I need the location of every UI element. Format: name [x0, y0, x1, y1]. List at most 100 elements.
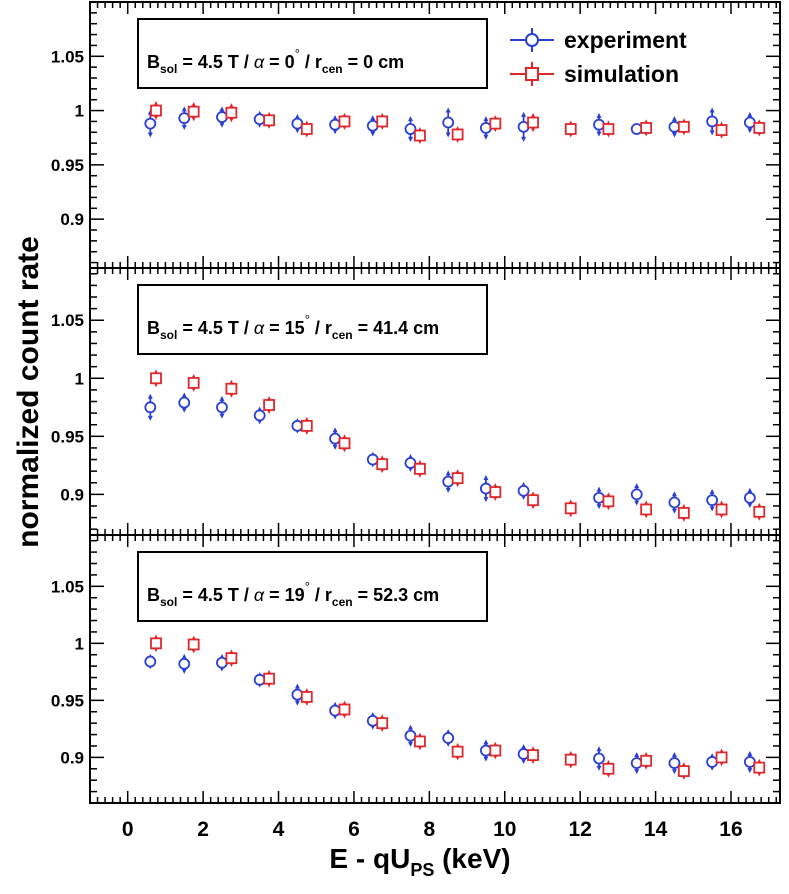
error-cap-bottom	[747, 502, 753, 508]
data-point-simulation	[300, 688, 313, 706]
error-cap-top	[596, 746, 602, 752]
data-point-simulation	[602, 759, 615, 778]
data-point-simulation	[414, 459, 426, 478]
data-point-simulation	[338, 434, 351, 453]
marker-square	[527, 749, 539, 762]
data-point-simulation	[338, 700, 351, 719]
series-simulation	[150, 100, 766, 145]
x-ticks	[96, 2, 777, 268]
y-tick-label: 1.05	[51, 311, 84, 330]
label-part: = 4.5 T /	[177, 318, 254, 338]
series-experiment	[144, 653, 756, 775]
error-cap-bottom	[483, 756, 489, 762]
marker-circle	[517, 120, 530, 133]
data-point-experiment	[630, 751, 643, 775]
label-part: = 4.5 T /	[177, 52, 254, 72]
data-point-experiment	[743, 750, 756, 774]
marker-circle	[442, 475, 455, 488]
error-cap-bottom	[483, 497, 489, 503]
marker-square	[225, 382, 238, 395]
marker-circle	[178, 396, 191, 409]
error-cap-top	[709, 107, 715, 113]
data-point-experiment	[366, 451, 379, 468]
label-part: B	[147, 52, 160, 72]
marker-circle	[178, 112, 191, 125]
marker-circle	[366, 453, 379, 466]
marker-square	[753, 761, 766, 774]
marker-square	[527, 116, 539, 129]
marker-circle	[216, 401, 228, 414]
panel-label: Bsol = 4.5 T / α = 15° / rcen = 41.4 cm	[147, 312, 439, 342]
marker-square	[263, 672, 275, 685]
error-cap-top	[483, 474, 489, 480]
data-point-simulation	[225, 649, 238, 668]
marker-circle	[329, 118, 341, 131]
marker-square	[564, 123, 577, 135]
error-cap-bottom	[671, 132, 677, 138]
y-tick-label: 1	[75, 634, 84, 653]
panel-label: Bsol = 4.5 T / α = 19° / rcen = 52.3 cm	[147, 579, 439, 609]
label-part: = 15	[264, 318, 305, 338]
panel-1: 0.9 0.95 1 1.05 Bsol = 4.5 T / α = 0° / rcen…	[51, 1, 781, 269]
error-cap-bottom	[671, 769, 677, 775]
error-cap-top	[445, 107, 451, 113]
panel-frame	[89, 534, 781, 804]
series-simulation	[150, 369, 766, 522]
marker-circle	[517, 748, 530, 760]
error-cap-bottom	[181, 124, 187, 130]
marker-square	[414, 462, 426, 475]
data-point-experiment	[404, 454, 417, 472]
legend-item-simulation	[510, 62, 554, 86]
error-cap-top	[521, 111, 527, 117]
data-point-experiment	[144, 393, 157, 421]
series-experiment	[144, 106, 756, 142]
data-point-experiment	[593, 112, 605, 137]
data-point-experiment	[178, 392, 191, 413]
marker-circle	[253, 113, 266, 126]
legend-label: experiment	[564, 27, 687, 53]
marker-circle	[630, 757, 643, 769]
error-cap-bottom	[483, 134, 489, 140]
error-cap-bottom	[370, 131, 376, 137]
data-point-simulation	[451, 742, 464, 761]
error-cap-top	[370, 115, 376, 121]
marker-circle	[668, 120, 681, 133]
marker-circle	[144, 117, 157, 130]
data-point-simulation	[263, 111, 275, 129]
data-point-simulation	[338, 112, 351, 130]
error-cap-bottom	[332, 129, 338, 135]
data-point-simulation	[753, 119, 766, 137]
data-point-experiment	[253, 406, 266, 425]
marker-square	[753, 122, 766, 134]
error-cap-bottom	[219, 413, 225, 419]
data-point-simulation	[225, 379, 238, 398]
marker-circle	[442, 732, 455, 744]
error-cap-bottom	[521, 758, 527, 764]
y-tick-label: 0.95	[51, 691, 84, 710]
legend-marker-square	[525, 67, 539, 81]
data-point-simulation	[640, 119, 653, 137]
x-tick-labels: 0 2 4 6 8 10 12 14 16	[122, 818, 743, 841]
marker-square	[640, 503, 653, 516]
data-point-simulation	[376, 455, 389, 474]
marker-circle	[291, 419, 304, 432]
data-point-experiment	[593, 746, 605, 771]
data-point-experiment	[442, 107, 455, 138]
marker-square	[715, 751, 728, 764]
label-part: (keV)	[434, 843, 510, 874]
data-point-experiment	[480, 474, 492, 503]
error-cap-top	[181, 106, 187, 112]
marker-square	[677, 507, 690, 519]
data-point-simulation	[564, 499, 577, 518]
marker-circle	[706, 756, 719, 768]
panel-label-box	[137, 18, 488, 89]
data-point-experiment	[291, 683, 304, 706]
marker-circle	[291, 688, 304, 701]
data-point-experiment	[178, 653, 191, 674]
error-cap-bottom	[709, 506, 715, 512]
marker-square	[677, 765, 690, 777]
error-cap-top	[445, 470, 451, 476]
marker-square	[489, 486, 502, 498]
data-point-experiment	[630, 483, 643, 506]
error-cap-top	[596, 112, 602, 118]
